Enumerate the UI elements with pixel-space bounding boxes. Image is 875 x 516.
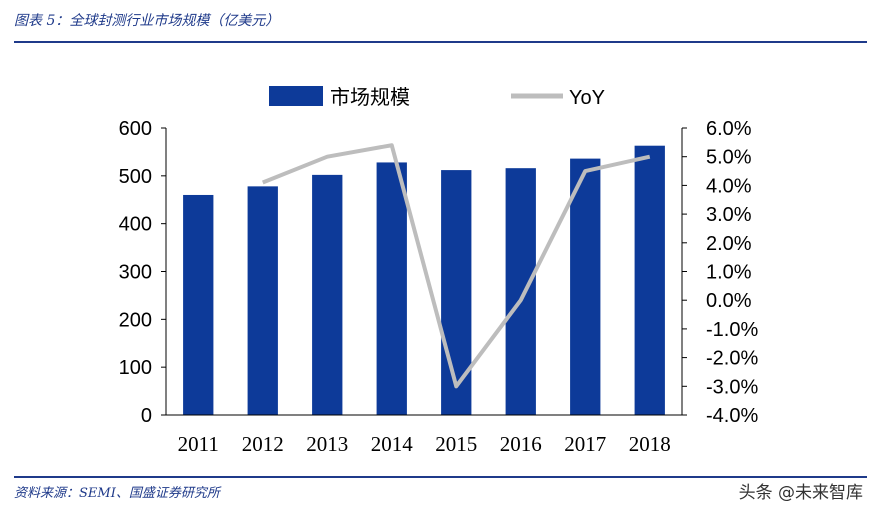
x-tick-label: 2018	[629, 432, 671, 456]
legend-swatch-bar	[269, 86, 323, 106]
left-tick-label: 100	[119, 357, 152, 379]
right-tick-label: -1.0%	[706, 319, 758, 341]
left-tick-label: 400	[119, 214, 152, 236]
bar	[376, 162, 407, 415]
left-axis: 0 100 200 300 400 500 600	[119, 118, 167, 427]
bar	[441, 170, 472, 415]
right-tick-label: 0.0%	[706, 290, 752, 312]
right-tick-label: -2.0%	[706, 348, 758, 370]
bar	[570, 158, 601, 415]
x-tick-label: 2015	[435, 432, 477, 456]
left-tick-label: 300	[119, 262, 152, 284]
x-axis: 2011 2012 2013 2014 2015 2016 2017 2018	[166, 414, 682, 456]
legend-label-line: YoY	[569, 87, 605, 109]
legend: 市场规模 YoY	[269, 85, 605, 109]
bar-series	[183, 145, 665, 415]
left-tick-label: 200	[119, 309, 152, 331]
x-tick-label: 2013	[306, 432, 348, 456]
chart-svg: 0 100 200 300 400 500 600 -4.0% -3.0% -2.0% -1.0%…	[119, 85, 759, 456]
x-tick-label: 2012	[242, 432, 284, 456]
right-tick-label: -3.0%	[706, 376, 758, 398]
bar	[247, 186, 278, 415]
right-tick-label: 1.0%	[706, 262, 752, 284]
x-tick-label: 2017	[564, 432, 606, 456]
right-tick-label: 5.0%	[706, 147, 752, 169]
source-note: 资料来源：SEMI、国盛证券研究所	[14, 486, 220, 501]
bar	[312, 174, 343, 415]
right-tick-label: -4.0%	[706, 405, 758, 427]
line-series	[262, 143, 651, 389]
left-tick-label: 500	[119, 166, 152, 188]
x-tick-label: 2016	[500, 432, 542, 456]
right-tick-label: 4.0%	[706, 175, 752, 197]
x-tick-label: 2011	[178, 432, 219, 456]
x-tick-label: 2014	[371, 432, 414, 456]
right-tick-label: 6.0%	[706, 118, 752, 140]
title-divider	[14, 41, 867, 43]
legend-label-bar: 市场规模	[330, 85, 410, 109]
right-tick-label: 2.0%	[706, 233, 752, 255]
source-divider	[14, 476, 867, 478]
right-axis: -4.0% -3.0% -2.0% -1.0% 0.0% 1.0% 2.0% 3.0% 4.0%…	[681, 118, 758, 427]
bar	[634, 145, 665, 415]
bar	[505, 168, 536, 415]
left-tick-label: 600	[119, 118, 152, 140]
chart-title: 图表 5：全球封测行业市场规模（亿美元）	[14, 13, 280, 29]
left-tick-label: 0	[141, 405, 152, 427]
watermark-text: 头条 @未来智库	[738, 483, 863, 503]
bar	[183, 194, 214, 415]
right-tick-label: 3.0%	[706, 204, 752, 226]
